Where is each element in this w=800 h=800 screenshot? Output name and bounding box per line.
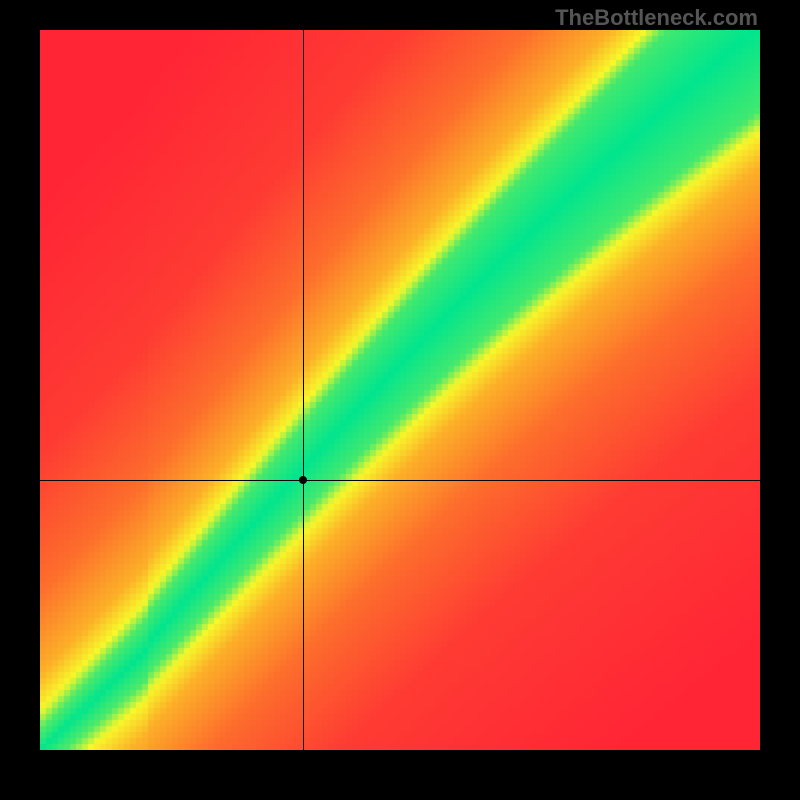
crosshair-vertical: [303, 30, 304, 750]
crosshair-marker: [299, 476, 307, 484]
heatmap-canvas: [40, 30, 760, 750]
watermark-text: TheBottleneck.com: [555, 5, 758, 31]
crosshair-horizontal: [40, 480, 760, 481]
plot-area: [40, 30, 760, 750]
